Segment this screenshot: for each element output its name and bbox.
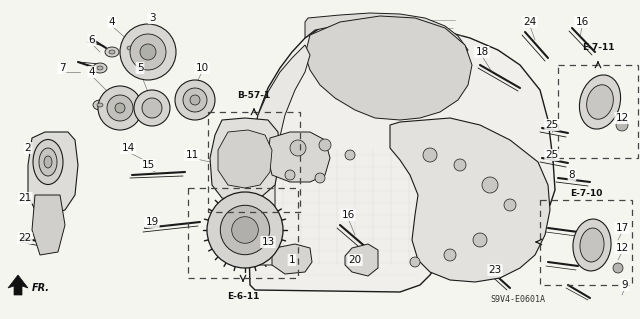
Ellipse shape: [127, 46, 133, 50]
Circle shape: [130, 34, 166, 70]
Text: 17: 17: [616, 223, 628, 233]
Ellipse shape: [105, 47, 119, 57]
Circle shape: [319, 139, 331, 151]
Ellipse shape: [93, 63, 107, 73]
Polygon shape: [268, 132, 330, 182]
Text: 5: 5: [137, 63, 143, 73]
Ellipse shape: [127, 106, 133, 110]
Text: 4: 4: [89, 67, 95, 77]
Text: 13: 13: [261, 237, 275, 247]
Polygon shape: [345, 244, 378, 276]
Ellipse shape: [579, 75, 621, 129]
Circle shape: [232, 217, 259, 243]
Text: 16: 16: [341, 210, 355, 220]
Ellipse shape: [97, 103, 103, 107]
Text: 7: 7: [59, 63, 65, 73]
Text: 12: 12: [616, 243, 628, 253]
Text: 9: 9: [621, 280, 628, 290]
Circle shape: [142, 98, 162, 118]
Ellipse shape: [44, 156, 52, 168]
Text: 16: 16: [575, 17, 589, 27]
Polygon shape: [305, 16, 472, 120]
Circle shape: [410, 257, 420, 267]
Text: 25: 25: [545, 120, 559, 130]
Polygon shape: [218, 130, 272, 188]
Text: 24: 24: [524, 17, 536, 27]
Polygon shape: [8, 275, 28, 295]
Circle shape: [290, 140, 306, 156]
Text: B-57-1: B-57-1: [237, 91, 271, 100]
Ellipse shape: [123, 43, 137, 53]
Ellipse shape: [93, 100, 107, 110]
Bar: [188, 188, 298, 278]
Text: 10: 10: [195, 63, 209, 73]
Circle shape: [183, 88, 207, 112]
Circle shape: [444, 249, 456, 261]
Ellipse shape: [109, 50, 115, 54]
Circle shape: [285, 170, 295, 180]
Circle shape: [473, 233, 487, 247]
Polygon shape: [248, 20, 555, 292]
Text: 21: 21: [19, 193, 31, 203]
Circle shape: [504, 199, 516, 211]
Ellipse shape: [123, 103, 137, 113]
Text: 15: 15: [141, 160, 155, 170]
Polygon shape: [250, 45, 310, 265]
Polygon shape: [32, 195, 65, 255]
Polygon shape: [210, 118, 280, 202]
Text: 23: 23: [488, 265, 502, 275]
Text: 8: 8: [569, 170, 575, 180]
Text: 12: 12: [616, 113, 628, 123]
Ellipse shape: [580, 228, 604, 262]
Circle shape: [616, 119, 628, 131]
Circle shape: [190, 95, 200, 105]
Text: 19: 19: [145, 217, 159, 227]
Bar: [558, 65, 638, 158]
Ellipse shape: [97, 66, 103, 70]
Text: 2: 2: [25, 143, 31, 153]
Circle shape: [207, 192, 283, 268]
Text: 22: 22: [19, 233, 31, 243]
Circle shape: [423, 148, 437, 162]
Ellipse shape: [587, 85, 613, 119]
Text: 18: 18: [476, 47, 488, 57]
Circle shape: [482, 177, 498, 193]
Text: E-7-10: E-7-10: [570, 189, 602, 198]
Text: E-7-11: E-7-11: [582, 43, 614, 52]
Circle shape: [175, 80, 215, 120]
Circle shape: [134, 90, 170, 126]
Bar: [208, 112, 300, 212]
Circle shape: [345, 150, 355, 160]
Circle shape: [98, 86, 142, 130]
Circle shape: [613, 263, 623, 273]
Text: S9V4-E0601A: S9V4-E0601A: [490, 295, 545, 305]
Ellipse shape: [39, 148, 57, 176]
Polygon shape: [390, 118, 550, 282]
Circle shape: [120, 24, 176, 80]
Text: E-6-11: E-6-11: [227, 292, 259, 301]
Text: 4: 4: [109, 17, 115, 27]
Polygon shape: [305, 13, 468, 58]
Text: 14: 14: [122, 143, 134, 153]
Polygon shape: [272, 244, 312, 274]
Circle shape: [220, 205, 269, 255]
Text: 20: 20: [348, 255, 362, 265]
Circle shape: [315, 173, 325, 183]
Text: 1: 1: [289, 255, 295, 265]
Text: 25: 25: [545, 150, 559, 160]
Bar: [540, 200, 632, 285]
Ellipse shape: [33, 139, 63, 184]
Circle shape: [454, 159, 466, 171]
Text: 3: 3: [148, 13, 156, 23]
Text: 6: 6: [89, 35, 95, 45]
Circle shape: [107, 95, 133, 121]
Circle shape: [115, 103, 125, 113]
Circle shape: [140, 44, 156, 60]
Ellipse shape: [573, 219, 611, 271]
Text: FR.: FR.: [32, 283, 50, 293]
Polygon shape: [28, 132, 78, 215]
Text: 11: 11: [186, 150, 198, 160]
